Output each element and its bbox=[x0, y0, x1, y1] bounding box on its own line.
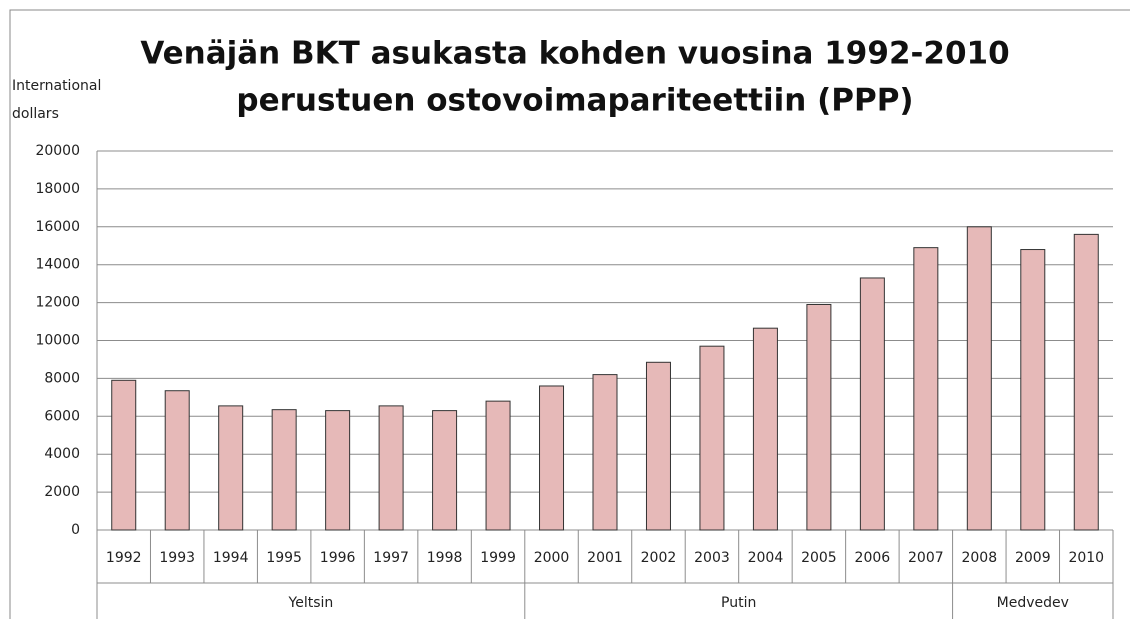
y-tick-label: 6000 bbox=[44, 408, 80, 424]
y-tick-label: 20000 bbox=[35, 143, 80, 159]
y-tick-label: 14000 bbox=[35, 257, 80, 273]
x-tick-label: 1995 bbox=[266, 550, 302, 566]
x-tick-label: 2001 bbox=[587, 550, 623, 566]
x-tick-label: 1993 bbox=[159, 550, 195, 566]
x-tick-label: 1998 bbox=[427, 550, 463, 566]
y-axis-label: dollars bbox=[12, 106, 59, 122]
bar bbox=[699, 345, 725, 531]
x-tick-label: 2005 bbox=[801, 550, 837, 566]
bar bbox=[752, 327, 778, 531]
chart-frame bbox=[9, 9, 1130, 619]
bar bbox=[1020, 249, 1046, 531]
x-tick-label: 2009 bbox=[1015, 550, 1051, 566]
group-label: Yeltsin bbox=[288, 595, 334, 611]
y-tick-label: 2000 bbox=[44, 484, 80, 500]
x-tick-label: 2000 bbox=[534, 550, 570, 566]
bar bbox=[859, 277, 885, 531]
bar bbox=[806, 303, 832, 531]
bar bbox=[485, 400, 511, 531]
chart-title: perustuen ostovoimapariteettiin (PPP) bbox=[236, 83, 913, 119]
bar bbox=[164, 390, 190, 531]
bar bbox=[592, 374, 618, 531]
bar bbox=[271, 409, 297, 531]
x-tick-label: 2008 bbox=[961, 550, 997, 566]
bar bbox=[1073, 233, 1099, 531]
bar bbox=[378, 405, 404, 531]
x-tick-label: 1996 bbox=[320, 550, 356, 566]
y-tick-label: 10000 bbox=[35, 333, 80, 349]
chart-title: Venäjän BKT asukasta kohden vuosina 1992… bbox=[140, 36, 1009, 72]
bar bbox=[913, 247, 939, 531]
y-tick-label: 0 bbox=[71, 522, 80, 538]
x-tick-label: 1994 bbox=[213, 550, 249, 566]
y-tick-label: 18000 bbox=[35, 181, 80, 197]
bar bbox=[645, 361, 671, 531]
bar bbox=[218, 405, 244, 531]
x-tick-label: 2010 bbox=[1068, 550, 1104, 566]
x-tick-label: 2003 bbox=[694, 550, 730, 566]
bar bbox=[432, 410, 458, 531]
bar bbox=[325, 410, 351, 531]
bar bbox=[966, 226, 992, 531]
x-tick-label: 2007 bbox=[908, 550, 944, 566]
y-tick-label: 8000 bbox=[44, 370, 80, 386]
y-axis-label: International bbox=[12, 78, 101, 94]
group-label: Putin bbox=[721, 595, 756, 611]
x-tick-label: 1992 bbox=[106, 550, 142, 566]
x-tick-label: 1997 bbox=[373, 550, 409, 566]
x-tick-label: 1999 bbox=[480, 550, 516, 566]
x-tick-label: 2002 bbox=[641, 550, 677, 566]
x-tick-label: 2006 bbox=[855, 550, 891, 566]
bar bbox=[111, 379, 137, 531]
y-tick-label: 12000 bbox=[35, 295, 80, 311]
y-tick-label: 16000 bbox=[35, 219, 80, 235]
x-tick-label: 2004 bbox=[748, 550, 784, 566]
y-tick-label: 4000 bbox=[44, 446, 80, 462]
group-label: Medvedev bbox=[997, 595, 1069, 611]
bar bbox=[539, 385, 565, 531]
